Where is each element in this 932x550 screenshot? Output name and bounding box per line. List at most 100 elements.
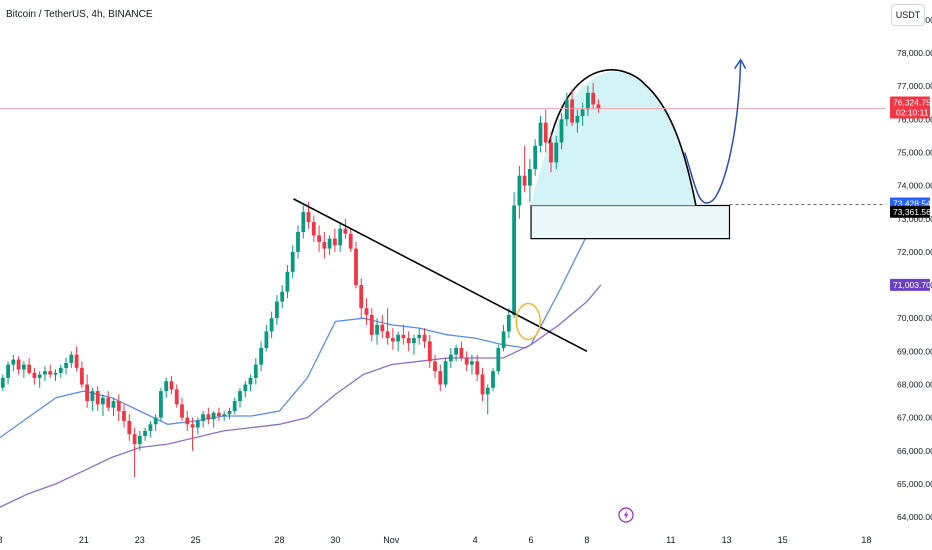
candle-up [1,378,5,388]
y-tick-label: 75,000.00 [897,147,932,157]
candle-down [85,385,89,402]
candle-up [91,391,95,401]
x-tick-label: 8 [584,535,589,545]
candle-up [154,418,158,425]
candle-up [581,109,585,116]
candle-up [396,335,400,342]
price-tag: 76,324.7502:10:11 [890,97,931,119]
lightning-icon[interactable] [619,508,633,522]
candle-down [127,421,131,434]
symbol-title[interactable]: Bitcoin / TetherUS, 4h, BINANCE [6,9,153,20]
candle-down [80,368,84,385]
candle-down [207,414,211,419]
candle-up [54,373,58,375]
x-tick-label: 15 [778,535,788,545]
candle-up [64,363,68,368]
x-tick-label: 6 [529,535,534,545]
candle-up [291,252,295,272]
candle-up [375,325,379,335]
candle-down [122,411,126,421]
candle-up [6,365,10,378]
price-tag-label: 71,003.70 [893,280,931,290]
candle-up [328,239,332,249]
x-tick-label: 13 [722,535,732,545]
candle-down [217,413,221,416]
plot-area [0,60,886,507]
x-tick-label: 23 [135,535,145,545]
y-tick-label: 70,000.00 [897,313,932,323]
candle-down [597,104,601,108]
candle-up [43,371,47,374]
candle-up [512,206,516,315]
candle-up [507,315,511,332]
candle-down [75,355,79,368]
candle-up [112,401,116,408]
candle-up [259,348,263,365]
price-axis[interactable]: 64,000.00 65,000.00 66,000.00 67,000.00 68,0… [897,15,932,522]
candle-down [333,239,337,246]
candle-up [270,318,274,331]
candle-down [591,93,595,105]
time-axis[interactable]: 8 21 23 25 28 30 Nov 4 6 8 11 13 15 18 [0,535,871,545]
candle-down [359,285,363,308]
candles [1,83,600,477]
candle-down [423,335,427,342]
candle-down [365,308,369,315]
candle-up [233,401,237,411]
support-zone [531,205,729,238]
annotations [0,60,886,352]
candle-down [117,401,121,411]
candle-up [228,411,232,414]
candle-down [170,381,174,389]
candle-up [560,119,564,142]
candle-up [201,414,205,421]
candle-down [48,371,52,374]
candle-down [570,99,574,122]
candle-up [238,391,242,401]
candle-up [554,143,558,163]
y-tick-label: 67,000.00 [897,413,932,423]
candle-down [17,360,21,370]
candle-up [301,212,305,232]
candle-up [565,99,569,119]
candle-up [496,348,500,371]
candle-down [544,123,548,143]
candle-up [491,371,495,388]
y-tick-label: 78,000.00 [897,48,932,58]
candle-down [175,389,179,404]
candle-down [180,404,184,417]
candle-up [576,116,580,123]
y-tick-label: 65,000.00 [897,479,932,489]
y-tick-label: 66,000.00 [897,446,932,456]
y-tick-label: 64,000.00 [897,512,932,522]
candle-up [454,348,458,355]
candle-down [322,242,326,249]
candle-down [370,315,374,335]
candle-up [59,368,63,373]
x-tick-label: 21 [79,535,89,545]
x-tick-label: 8 [0,535,3,545]
x-tick-label: 18 [861,535,871,545]
x-tick-label: 25 [191,535,201,545]
candle-up [101,398,105,405]
currency-selector[interactable]: USDT [891,4,925,26]
price-tag: 71,003.70 [890,279,931,291]
y-tick-label: 68,000.00 [897,379,932,389]
candle-down [433,361,437,371]
price-tag-label: 73,361.56 [893,207,931,217]
x-tick-label: 28 [274,535,284,545]
candle-down [475,361,479,374]
candle-up [196,421,200,428]
candle-up [286,272,290,292]
candle-up [444,361,448,384]
ema-slow-line [0,285,601,507]
candle-down [465,358,469,365]
cup-pattern [531,70,729,239]
candle-up [412,338,416,343]
candle-down [523,176,527,186]
price-tag-label: 76,324.75 [893,98,931,108]
candle-down [27,365,31,373]
y-tick-label: 69,000.00 [897,346,932,356]
